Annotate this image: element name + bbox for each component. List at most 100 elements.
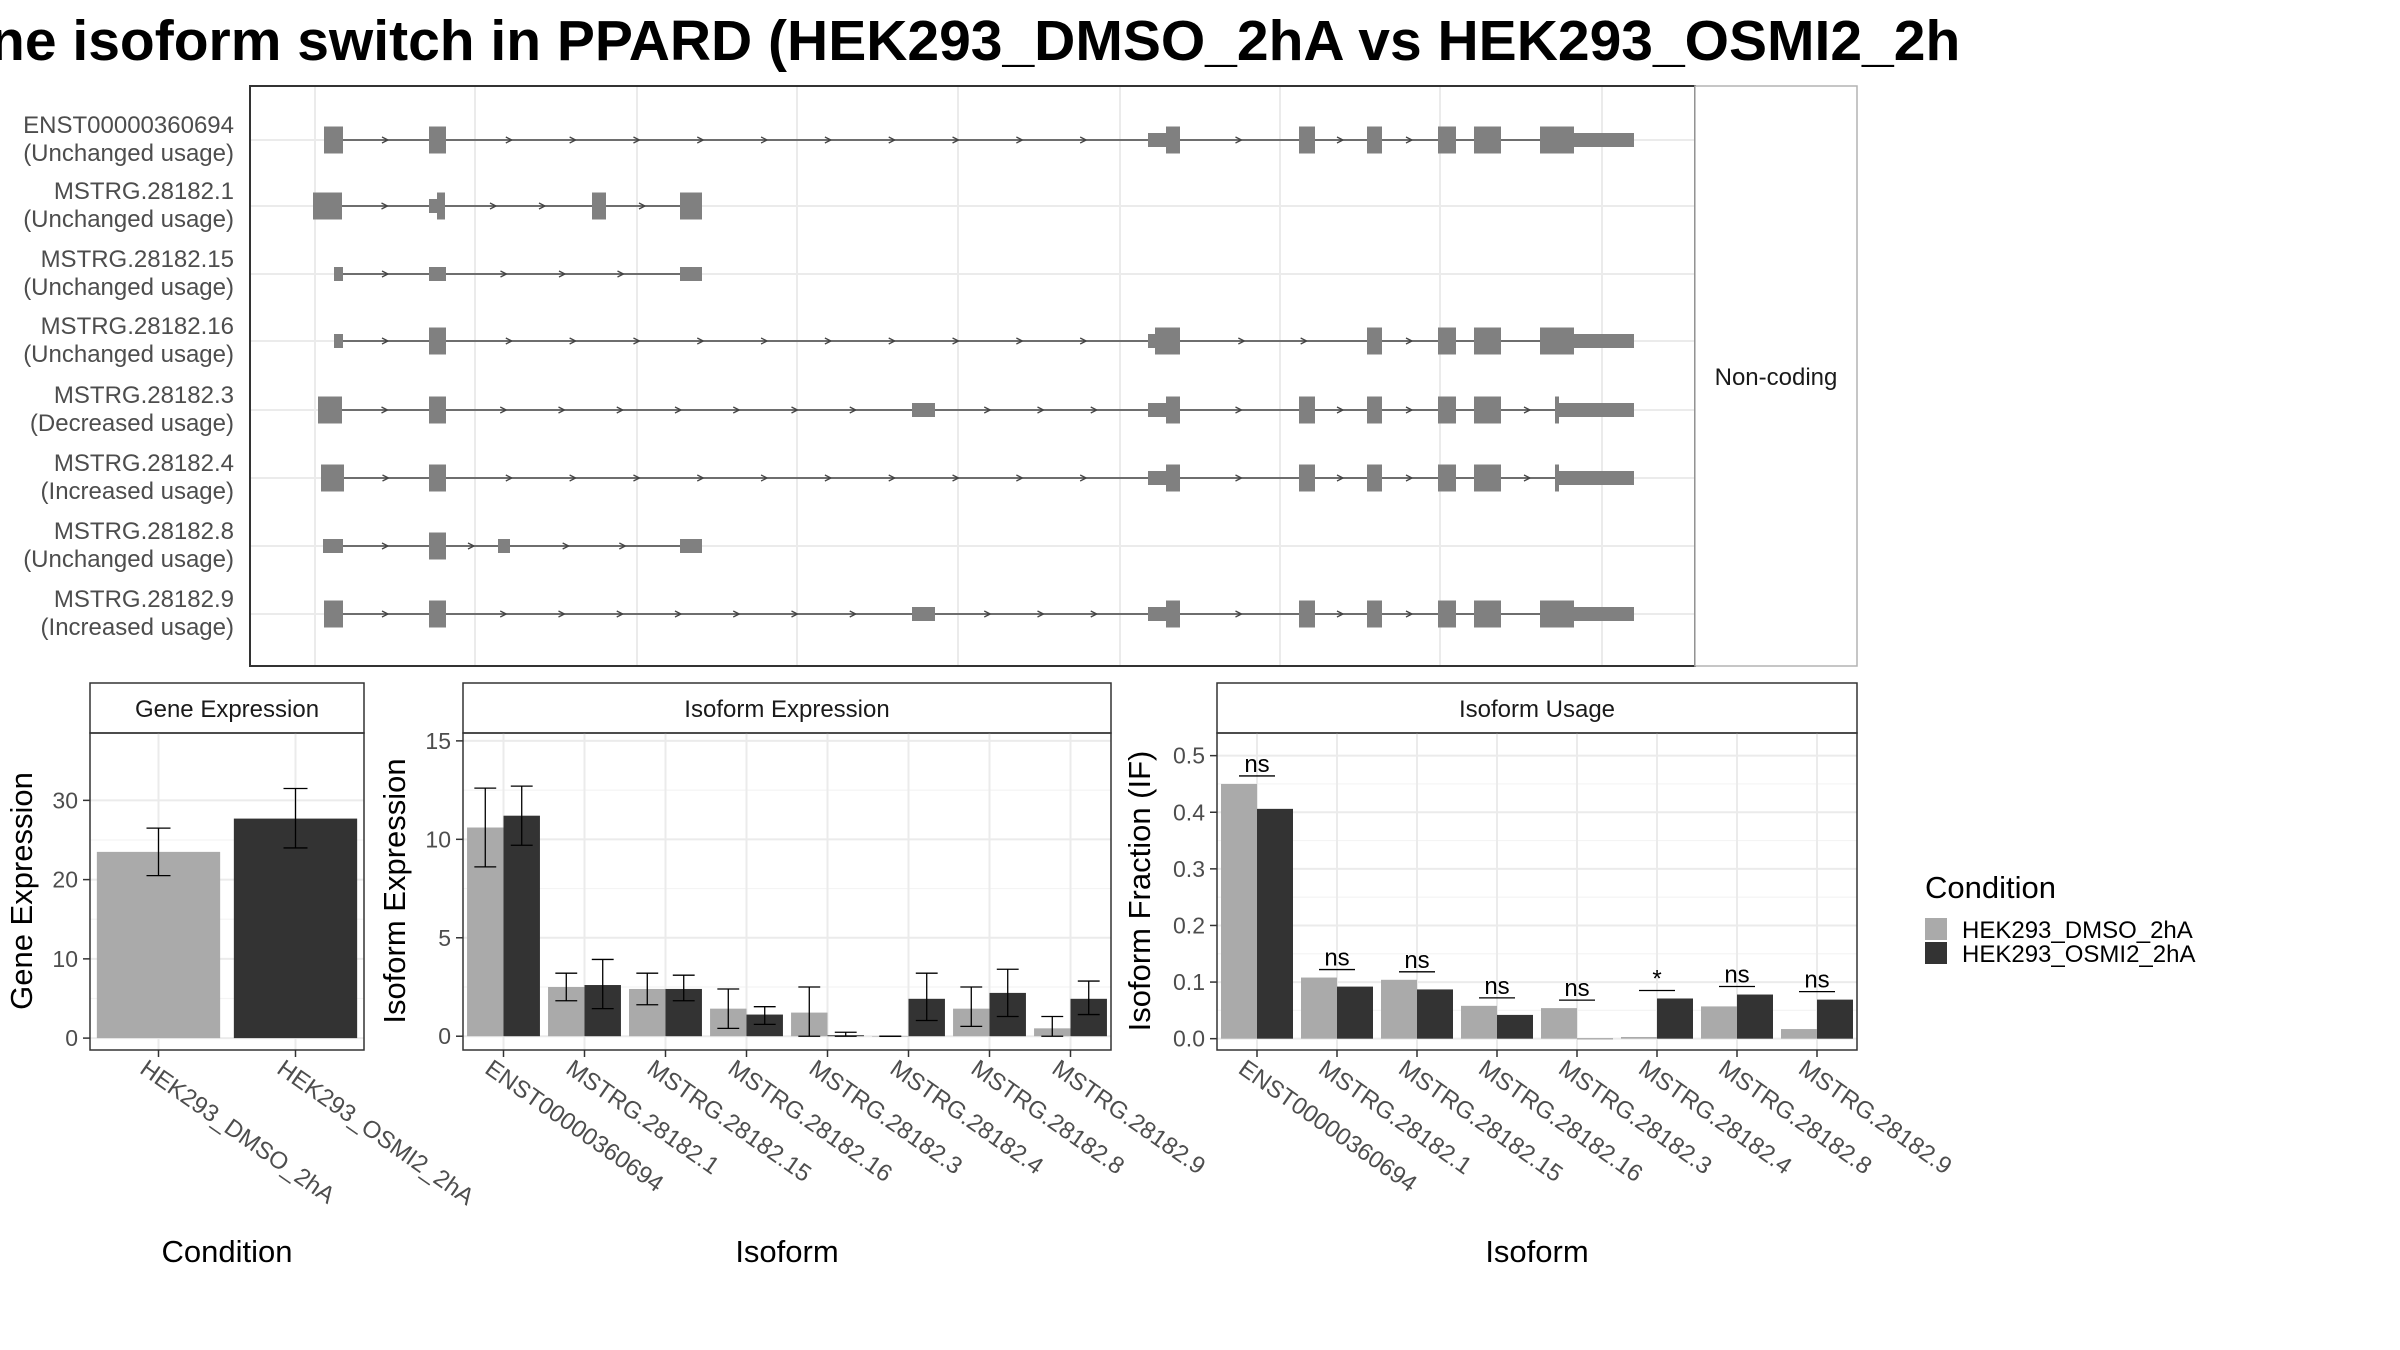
exon (1299, 396, 1315, 424)
intron-arrow (849, 610, 858, 618)
exon (429, 532, 446, 560)
intron-arrow (696, 337, 705, 345)
exon (1148, 133, 1166, 147)
isoform-id-label: MSTRG.28182.3 (54, 382, 234, 409)
bar (1301, 977, 1337, 1039)
isoform-id-label: MSTRG.28182.8 (54, 518, 234, 545)
exon (592, 192, 606, 220)
exon (1474, 600, 1501, 628)
intron-arrow (569, 474, 578, 482)
structure-strip (1694, 85, 1858, 667)
intron-arrow (558, 270, 567, 278)
exon (1367, 126, 1382, 154)
exon (1574, 334, 1634, 348)
intron-arrow (1238, 337, 1246, 345)
exon (1148, 607, 1166, 621)
legend-swatch-dmso (1925, 918, 1947, 940)
significance-label: ns (1804, 967, 1829, 994)
intron-arrow (538, 202, 547, 210)
y-tick-label: 0 (65, 1025, 78, 1051)
exon (313, 192, 342, 220)
exon (429, 464, 446, 492)
structure-strip-label: Non-coding (1715, 364, 1838, 391)
intron-arrow (696, 136, 705, 144)
exon (1540, 600, 1574, 628)
exon (1438, 396, 1456, 424)
significance-label: ns (1724, 962, 1749, 989)
isoform-usage-x-ticks: ENST00000360694MSTRG.28182.1MSTRG.28182.… (1234, 1050, 1957, 1198)
exon (1438, 464, 1456, 492)
gene-expression-strip (89, 682, 365, 734)
intron-arrow (381, 542, 390, 550)
intron-arrow (1300, 337, 1309, 345)
exon (1299, 464, 1315, 492)
isoform-expression-x-ticks: ENST00000360694MSTRG.28182.1MSTRG.28182.… (480, 1050, 1210, 1198)
intron-arrow (824, 136, 833, 144)
significance-label: ns (1324, 945, 1349, 972)
isoform-expression-x-axis-title: Isoform (735, 1234, 838, 1269)
exon (498, 539, 510, 553)
y-tick-label: 20 (52, 867, 78, 893)
gene-expression-y-ticks: 0 10 20 30 (52, 787, 90, 1051)
exon (1474, 464, 1501, 492)
bar (1737, 994, 1773, 1039)
exon (1474, 396, 1501, 424)
isoform-usage-border (1216, 732, 1858, 1051)
isoform-id-label: MSTRG.28182.16 (41, 313, 234, 340)
y-tick-label: 30 (52, 787, 78, 813)
intron-arrow (732, 610, 741, 618)
isoform-expression-strip-title: Isoform Expression (684, 696, 889, 723)
intron-arrow (500, 270, 508, 278)
exon (1438, 126, 1456, 154)
intron-arrow (1235, 474, 1243, 482)
legend-title: Condition (1925, 870, 2056, 905)
isoform-id-label: MSTRG.28182.4 (54, 450, 234, 477)
intron-arrow (849, 406, 858, 414)
significance-label: ns (1244, 751, 1269, 778)
intron-arrow (1523, 406, 1532, 414)
intron-arrow (952, 136, 960, 144)
significance-label: ns (1564, 975, 1589, 1002)
isoform-usage-y-ticks: 0.0 0.1 0.2 0.3 0.4 0.5 (1173, 743, 1217, 1052)
exon (1474, 126, 1501, 154)
intron-arrow (381, 202, 389, 210)
intron-arrow (1235, 136, 1243, 144)
intron-arrow (558, 406, 566, 414)
exon (334, 334, 343, 348)
isoform-track-4 (318, 396, 1634, 424)
intron-arrow (499, 610, 508, 618)
significance-label: * (1652, 965, 1661, 992)
intron-arrow (760, 474, 769, 482)
bar (1701, 1006, 1737, 1039)
y-tick-label: 5 (438, 925, 451, 951)
exon (437, 192, 445, 220)
intron-arrow (619, 542, 627, 550)
bar (503, 815, 540, 1037)
intron-arrow (952, 474, 960, 482)
bar (1337, 986, 1373, 1039)
intron-arrow (1405, 474, 1414, 482)
exon (321, 464, 344, 492)
exon (1367, 396, 1382, 424)
intron-arrow (381, 610, 390, 618)
intron-arrow (888, 136, 897, 144)
intron-arrow (1405, 136, 1414, 144)
intron-arrow (1405, 610, 1414, 618)
intron-arrow (732, 406, 741, 414)
legend-label-osmi: HEK293_OSMI2_2hA (1962, 941, 2195, 968)
intron-arrow (1037, 406, 1045, 414)
intron-arrow (791, 610, 799, 618)
exon (1540, 327, 1574, 355)
exon (1559, 471, 1634, 485)
intron-arrow (1090, 406, 1099, 414)
y-tick-label: 10 (425, 826, 451, 852)
isoform-track-7 (324, 600, 1634, 628)
exon (429, 327, 446, 355)
intron-arrow (616, 610, 625, 618)
bar (746, 1014, 783, 1037)
intron-arrow (499, 406, 508, 414)
intron-arrow (1336, 474, 1345, 482)
intron-arrow (505, 337, 514, 345)
isoform-expression-panel: Isoform Expression 0 5 10 15 ENST0000036069… (377, 682, 1210, 1269)
